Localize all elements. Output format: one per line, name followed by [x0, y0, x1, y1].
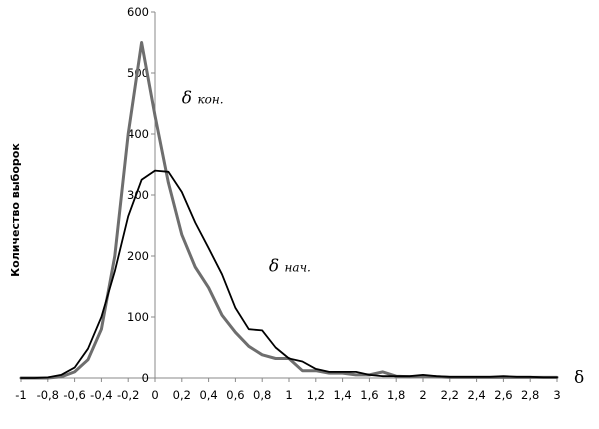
x-tick-label: 2,4: [467, 388, 485, 402]
x-tick-label: 2,6: [494, 388, 512, 402]
x-tick-label: 0,2: [173, 388, 191, 402]
y-tick-label: 400: [127, 127, 149, 141]
x-tick-label: -1: [15, 388, 26, 402]
x-tick-label: 1,8: [387, 388, 405, 402]
x-tick-label: -0,6: [63, 388, 85, 402]
x-tick-label: -0,4: [90, 388, 112, 402]
series-line-1: [19, 41, 559, 380]
annotations: δ кон. δ нач.: [182, 89, 311, 277]
x-tick-label: 1,6: [360, 388, 378, 402]
series-line-2: [20, 169, 558, 379]
x-tick-label: 0,4: [199, 388, 217, 402]
x-tick-label: 1: [285, 388, 292, 402]
y-tick-label: 100: [127, 310, 149, 324]
series-label-1: δ кон.: [182, 89, 224, 109]
y-axis-label: Количество выборок: [9, 143, 22, 277]
x-axis-ticks: -1 -0,8 -0,6 -0,4 -0,2 0 0,2 0,4 0,6 0,8 1 1,2 1,4 1,…: [15, 378, 561, 402]
x-tick-label: 0: [151, 388, 158, 402]
x-tick-label: 2,8: [521, 388, 539, 402]
y-tick-label: 600: [127, 5, 149, 19]
x-tick-label: 0,6: [226, 388, 244, 402]
x-tick-label: 1,2: [307, 388, 325, 402]
x-tick-label: -0,2: [117, 388, 139, 402]
y-tick-label: 300: [127, 188, 149, 202]
x-tick-label: -0,8: [37, 388, 59, 402]
series-layer: [19, 41, 559, 380]
y-tick-label: 200: [127, 249, 149, 263]
y-tick-label: 0: [142, 371, 149, 385]
x-tick-label: 2,2: [441, 388, 459, 402]
x-tick-label: 2: [419, 388, 426, 402]
x-tick-label: 3: [553, 388, 560, 402]
x-tick-label: 0,8: [253, 388, 271, 402]
series-label-2: δ нач.: [269, 256, 311, 276]
x-tick-label: 1,4: [333, 388, 351, 402]
x-axis-symbol: δ: [574, 368, 584, 388]
